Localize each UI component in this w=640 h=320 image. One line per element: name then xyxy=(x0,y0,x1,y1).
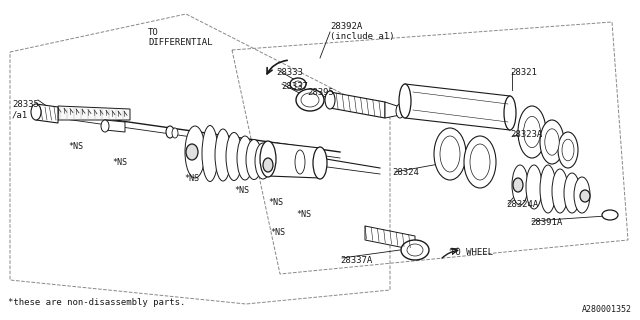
Text: 28324: 28324 xyxy=(392,168,419,177)
Ellipse shape xyxy=(401,240,429,260)
Ellipse shape xyxy=(237,136,253,180)
Text: *these are non-disassembly parts.: *these are non-disassembly parts. xyxy=(8,298,186,307)
Ellipse shape xyxy=(540,120,564,164)
Text: 28335
/a1: 28335 /a1 xyxy=(12,100,39,119)
Polygon shape xyxy=(365,226,415,250)
Ellipse shape xyxy=(396,104,404,118)
Ellipse shape xyxy=(513,178,523,192)
Text: TO
DIFFERENTIAL: TO DIFFERENTIAL xyxy=(148,28,212,47)
Text: *NS: *NS xyxy=(234,186,249,195)
Ellipse shape xyxy=(185,126,205,178)
Ellipse shape xyxy=(215,129,231,181)
Ellipse shape xyxy=(295,150,305,174)
Text: 28337A: 28337A xyxy=(340,256,372,265)
Text: *NS: *NS xyxy=(270,228,285,237)
Text: 28323A: 28323A xyxy=(510,130,542,139)
Ellipse shape xyxy=(246,140,262,180)
Polygon shape xyxy=(105,120,125,132)
Ellipse shape xyxy=(540,165,556,213)
Polygon shape xyxy=(268,142,320,178)
Ellipse shape xyxy=(186,144,198,160)
Text: 28337: 28337 xyxy=(281,82,308,91)
Ellipse shape xyxy=(504,96,516,130)
Text: 28391A: 28391A xyxy=(530,218,563,227)
Ellipse shape xyxy=(512,165,528,205)
Text: *NS: *NS xyxy=(184,174,199,183)
Ellipse shape xyxy=(255,143,271,179)
Polygon shape xyxy=(58,106,130,120)
Ellipse shape xyxy=(296,89,324,111)
Ellipse shape xyxy=(552,169,568,213)
Text: 28395: 28395 xyxy=(307,88,334,97)
Polygon shape xyxy=(330,92,385,118)
Ellipse shape xyxy=(470,144,490,180)
Ellipse shape xyxy=(440,136,460,172)
Ellipse shape xyxy=(518,106,546,158)
Polygon shape xyxy=(36,104,58,123)
Ellipse shape xyxy=(202,125,218,181)
Ellipse shape xyxy=(602,210,618,220)
Text: 28333: 28333 xyxy=(276,68,303,77)
Text: *NS: *NS xyxy=(268,198,283,207)
Ellipse shape xyxy=(172,128,178,138)
Ellipse shape xyxy=(524,116,540,148)
Ellipse shape xyxy=(166,126,174,138)
Ellipse shape xyxy=(31,104,41,120)
Ellipse shape xyxy=(562,139,574,161)
Polygon shape xyxy=(405,84,510,130)
Ellipse shape xyxy=(101,120,109,132)
Ellipse shape xyxy=(434,128,466,180)
Text: 28321: 28321 xyxy=(510,68,537,77)
Text: *NS: *NS xyxy=(68,142,83,151)
Ellipse shape xyxy=(564,173,580,213)
Polygon shape xyxy=(385,102,400,118)
Ellipse shape xyxy=(558,132,578,168)
Ellipse shape xyxy=(574,177,590,213)
Ellipse shape xyxy=(226,132,242,180)
Ellipse shape xyxy=(263,158,273,172)
Ellipse shape xyxy=(545,129,559,155)
Text: *NS: *NS xyxy=(112,158,127,167)
Ellipse shape xyxy=(294,81,302,87)
Text: A280001352: A280001352 xyxy=(582,305,632,314)
Ellipse shape xyxy=(407,244,423,256)
Text: TO WHEEL: TO WHEEL xyxy=(450,248,493,257)
Ellipse shape xyxy=(526,165,542,209)
Ellipse shape xyxy=(399,84,411,118)
Ellipse shape xyxy=(260,141,276,177)
Ellipse shape xyxy=(580,190,590,202)
Ellipse shape xyxy=(464,136,496,188)
Text: 28392A
(include a1): 28392A (include a1) xyxy=(330,22,394,41)
Text: *NS: *NS xyxy=(296,210,311,219)
Text: 28324A: 28324A xyxy=(506,200,538,209)
Ellipse shape xyxy=(313,147,327,179)
Ellipse shape xyxy=(301,93,319,107)
Ellipse shape xyxy=(325,91,335,109)
Ellipse shape xyxy=(290,78,306,90)
